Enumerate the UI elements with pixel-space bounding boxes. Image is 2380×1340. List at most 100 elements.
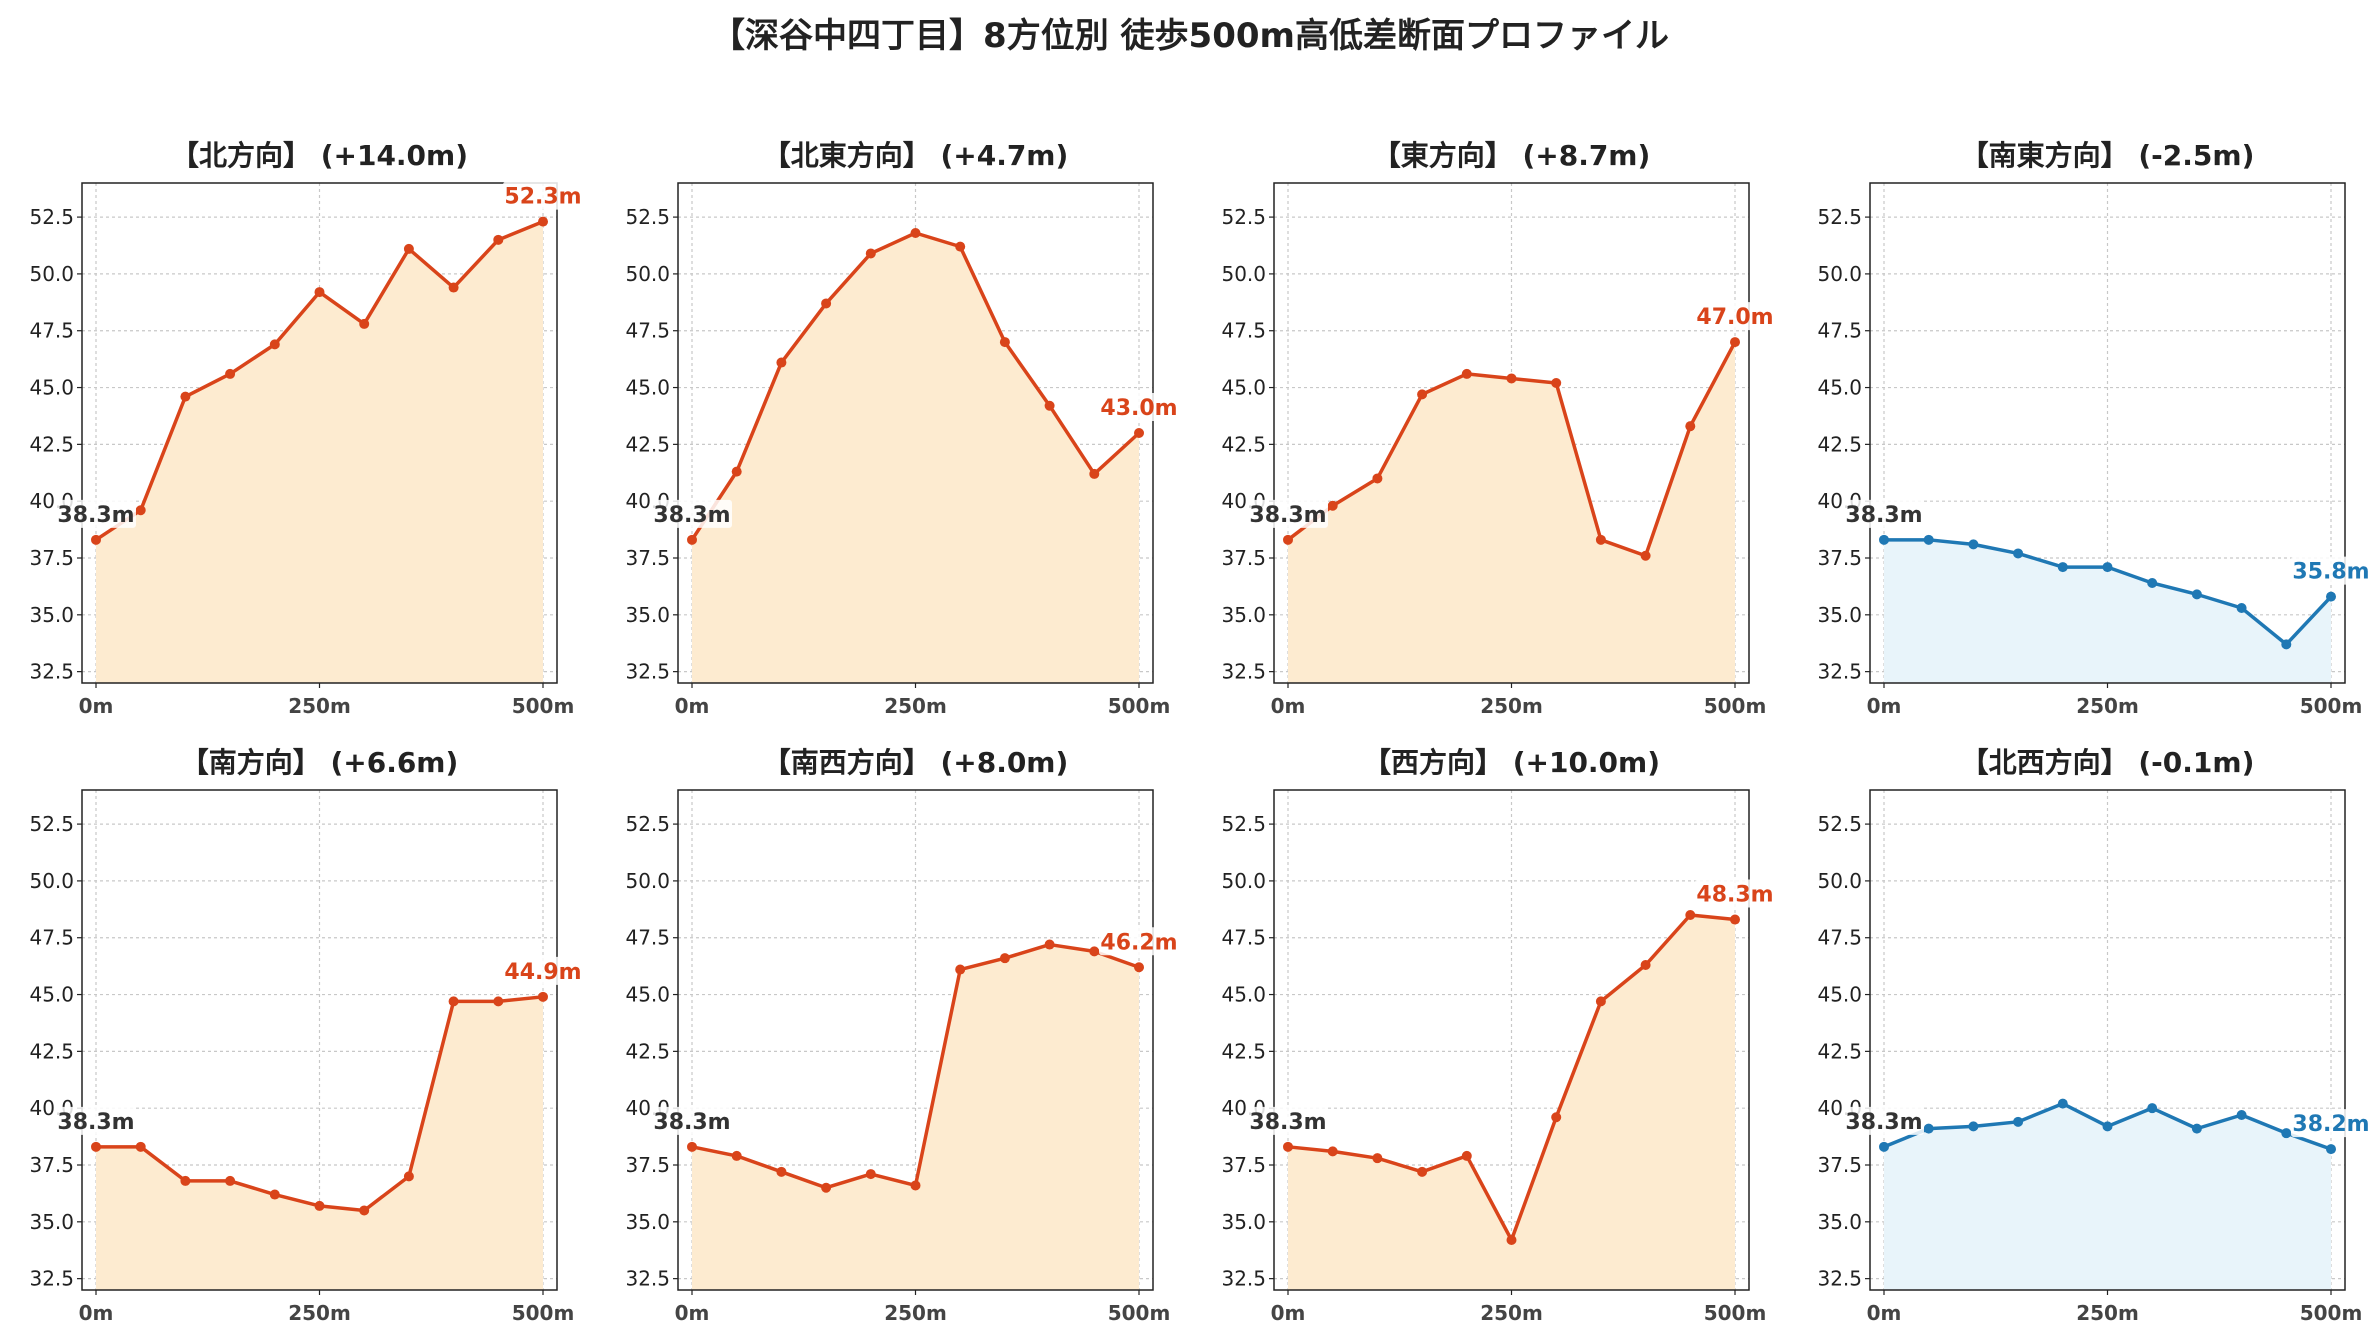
y-tick-label: 45.0: [1817, 376, 1862, 400]
panel-title: 【南方向】 (+6.6m): [181, 746, 459, 779]
data-point: [910, 1180, 921, 1191]
y-tick-label: 35.0: [1817, 1210, 1862, 1234]
x-tick-label: 250m: [288, 694, 351, 718]
data-point: [1134, 962, 1144, 973]
y-tick-label: 47.5: [1817, 319, 1862, 343]
x-tick-label: 0m: [1271, 1301, 1306, 1325]
end-label: 46.2m: [1100, 930, 1177, 955]
data-point: [910, 228, 921, 238]
data-point: [1089, 946, 1100, 957]
x-tick-label: 250m: [288, 1301, 351, 1325]
end-label-bg: [2291, 1109, 2371, 1138]
y-tick-label: 35.0: [1221, 1210, 1266, 1234]
data-point: [1506, 373, 1517, 384]
data-point: [1283, 534, 1293, 545]
data-point: [1968, 539, 1979, 550]
x-tick-label: 0m: [79, 1301, 114, 1325]
start-label-bg: [1248, 499, 1328, 528]
y-tick-label: 52.5: [1817, 812, 1862, 836]
y-tick-label: 35.0: [29, 603, 74, 627]
y-tick-label: 35.0: [1221, 603, 1266, 627]
y-tick-label: 32.5: [625, 660, 670, 684]
y-tick-label: 42.5: [1221, 1039, 1266, 1063]
x-tick-label: 250m: [2076, 1301, 2139, 1325]
y-tick-label: 47.5: [625, 926, 670, 950]
y-tick-label: 45.0: [29, 376, 74, 400]
end-label-bg: [2291, 556, 2371, 585]
x-tick-label: 0m: [1867, 694, 1902, 718]
data-point: [359, 318, 370, 329]
start-label: 38.3m: [1845, 1110, 1922, 1135]
data-point: [687, 534, 697, 545]
x-tick-label: 0m: [675, 694, 710, 718]
data-point: [1640, 550, 1651, 561]
data-point: [1879, 534, 1889, 545]
y-tick-label: 42.5: [29, 1039, 74, 1063]
chart-panel: 【南東方向】 (-2.5m)32.535.037.540.042.545.047…: [1817, 139, 2371, 718]
data-point: [314, 287, 325, 298]
data-point: [2326, 1144, 2336, 1155]
data-point: [776, 1166, 787, 1177]
data-point: [2191, 589, 2202, 600]
data-point: [2281, 639, 2292, 650]
data-point: [538, 991, 548, 1002]
end-label-bg: [1099, 393, 1179, 421]
y-tick-label: 32.5: [29, 660, 74, 684]
end-label: 35.8m: [2292, 560, 2369, 585]
x-tick-label: 250m: [1480, 694, 1543, 718]
chart-panel: 【北西方向】 (-0.1m)32.535.037.540.042.545.047…: [1817, 746, 2371, 1325]
data-point: [1283, 1141, 1293, 1152]
end-label: 38.2m: [2292, 1112, 2369, 1137]
start-label: 38.3m: [1845, 503, 1922, 528]
data-point: [2236, 1110, 2247, 1120]
start-label-bg: [1248, 1106, 1328, 1135]
panel-title: 【北東方向】 (+4.7m): [763, 139, 1069, 172]
data-point: [225, 368, 236, 379]
data-point: [1327, 500, 1338, 511]
data-point: [821, 1182, 832, 1193]
area-fill: [96, 996, 543, 1290]
start-label-bg: [1844, 499, 1924, 528]
data-point: [1417, 389, 1428, 400]
data-point: [1923, 1123, 1934, 1134]
data-point: [2102, 1121, 2113, 1132]
start-label: 38.3m: [1249, 503, 1326, 528]
y-tick-label: 47.5: [1817, 926, 1862, 950]
data-point: [1372, 1153, 1383, 1164]
y-tick-label: 47.5: [29, 319, 74, 343]
y-tick-label: 52.5: [1221, 205, 1266, 229]
data-point: [1551, 378, 1562, 388]
area-fill: [96, 221, 543, 684]
data-point: [1372, 473, 1383, 484]
x-tick-label: 250m: [884, 694, 947, 718]
y-tick-label: 35.0: [29, 1210, 74, 1234]
y-tick-label: 52.5: [1221, 812, 1266, 836]
data-point: [776, 357, 787, 368]
y-tick-label: 37.5: [29, 546, 74, 570]
y-tick-label: 50.0: [1221, 869, 1266, 893]
data-point: [2147, 578, 2158, 588]
panel-title: 【東方向】 (+8.7m): [1373, 139, 1651, 172]
y-tick-label: 50.0: [1221, 262, 1266, 286]
data-point: [1879, 1141, 1889, 1152]
data-point: [955, 964, 966, 975]
y-tick-label: 50.0: [625, 869, 670, 893]
y-tick-label: 32.5: [1221, 1267, 1266, 1291]
data-point: [1730, 337, 1740, 348]
end-label-bg: [503, 181, 583, 210]
y-tick-label: 45.0: [625, 983, 670, 1007]
data-point: [2013, 1116, 2024, 1127]
x-tick-label: 500m: [512, 1301, 575, 1325]
data-point: [2191, 1123, 2202, 1134]
y-tick-label: 35.0: [625, 603, 670, 627]
data-point: [1044, 400, 1055, 411]
y-tick-label: 47.5: [625, 319, 670, 343]
data-point: [1551, 1112, 1562, 1123]
data-point: [2236, 603, 2247, 613]
x-tick-label: 0m: [1867, 1301, 1902, 1325]
y-tick-label: 37.5: [1817, 1153, 1862, 1177]
y-tick-label: 42.5: [1221, 432, 1266, 456]
y-tick-label: 37.5: [29, 1153, 74, 1177]
end-label: 44.9m: [504, 960, 581, 985]
